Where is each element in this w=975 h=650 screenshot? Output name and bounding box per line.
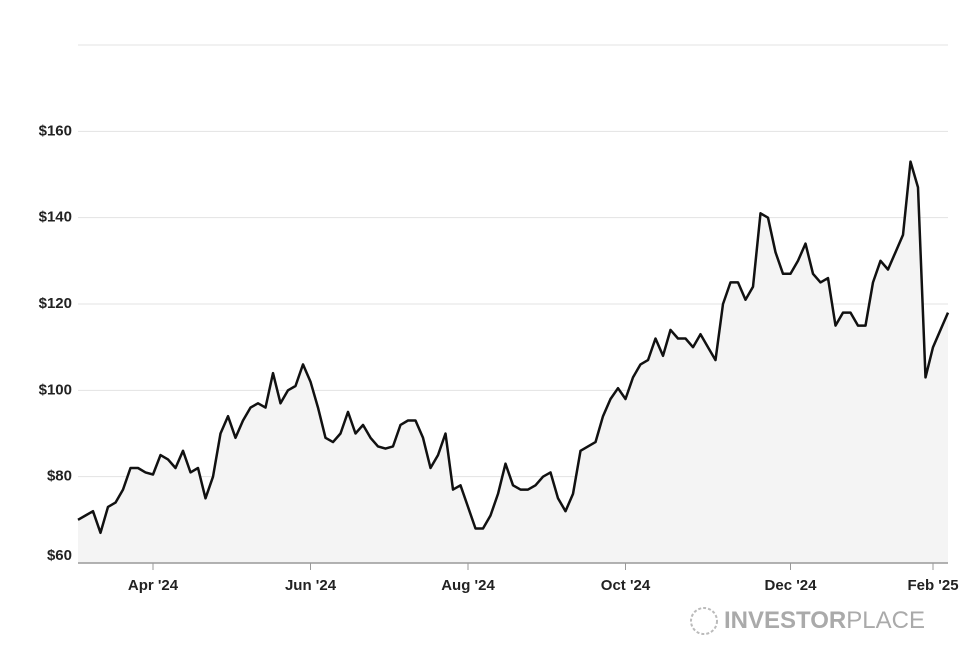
watermark-light: PLACE	[846, 607, 925, 634]
x-tick-label: Feb '25	[907, 577, 958, 594]
y-tick-label: $140	[39, 209, 72, 226]
watermark-bold: INVESTOR	[724, 607, 846, 634]
watermark-text: INVESTORPLACE	[724, 607, 925, 634]
x-tick-label: Aug '24	[441, 577, 495, 594]
y-tick-label: $100	[39, 381, 72, 398]
x-tick-label: Oct '24	[601, 577, 651, 594]
x-tick-label: Dec '24	[765, 577, 818, 594]
watermark: INVESTORPLACE	[690, 607, 925, 635]
area	[78, 161, 948, 563]
y-tick-label: $120	[39, 295, 72, 312]
y-tick-label: $60	[47, 547, 72, 564]
x-tick-label: Apr '24	[128, 577, 179, 594]
y-tick-label: $160	[39, 122, 72, 139]
y-tick-label: $80	[47, 468, 72, 485]
x-tick-label: Jun '24	[285, 577, 337, 594]
price-line	[77, 160, 950, 535]
watermark-logo	[690, 607, 718, 635]
